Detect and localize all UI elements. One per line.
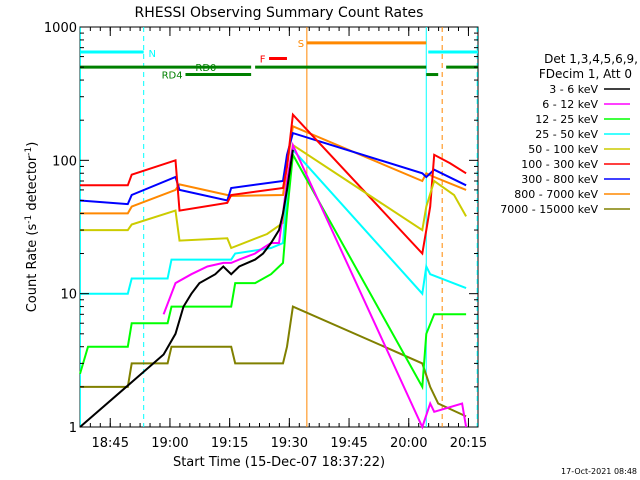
vertical-markers (79, 27, 478, 427)
legend-header-line-2: FDecim 1, Att 0 (539, 67, 632, 81)
series-line-300-800-kev (79, 131, 467, 206)
x-tick-label: 20:00 (390, 436, 427, 451)
series-line-7000-15000-kev (80, 305, 467, 418)
series-line-100-300-kev (80, 112, 467, 256)
legend-item-label: 3 - 6 keV (549, 83, 598, 96)
legend-item-label: 6 - 12 keV (542, 98, 598, 111)
x-tick-label: 19:30 (271, 436, 308, 451)
y-tick-label: 1000 (44, 21, 77, 36)
plot-area: N S F RD0 RD4 (79, 26, 479, 430)
flag-label-rd4: RD4 (162, 71, 183, 82)
series-layer (79, 112, 468, 430)
y-axis-label-sup2: -1 (24, 147, 34, 156)
series-line-12-25-kev (79, 151, 467, 391)
flag-label-n: N (148, 49, 155, 60)
legend-item-label: 50 - 100 keV (528, 143, 598, 156)
footer-date: 17-Oct-2021 08:48 (561, 467, 637, 476)
y-tick-label: 1 (69, 421, 77, 436)
flag-label-f: F (260, 55, 266, 66)
x-axis-label: Start Time (15-Dec-07 18:37:22) (173, 455, 385, 470)
flag-label-s: S (298, 39, 304, 50)
y-tick-label: 100 (52, 154, 77, 169)
chart-title: RHESSI Observing Summary Count Rates (135, 5, 424, 21)
x-tick-label: 19:45 (330, 436, 367, 451)
legend-header-line-1: Det 1,3,4,5,6,9, (544, 52, 638, 66)
legend-item-label: 300 - 800 keV (521, 173, 598, 186)
y-tick-label: 10 (60, 288, 77, 303)
y-axis: 1 10 100 1000 (44, 21, 478, 436)
series-line-25-50-kev (80, 147, 467, 296)
y-axis-label: Count Rate (s-1 detector-1) (24, 142, 40, 313)
legend-item-label: 800 - 7000 keV (514, 188, 598, 201)
legend-item-label: 25 - 50 keV (535, 128, 598, 141)
x-tick-label: 20:15 (450, 436, 487, 451)
y-axis-label-sup1: -1 (24, 215, 34, 224)
flag-label-rd0: RD0 (195, 63, 216, 74)
series-line-3-6-kev (79, 149, 294, 428)
x-tick-label: 19:00 (151, 436, 188, 451)
x-tick-label: 18:45 (92, 436, 129, 451)
y-axis-label-mid: detector (25, 155, 40, 215)
legend-item-label: 12 - 25 keV (535, 113, 598, 126)
series-line-800-7000-kev (80, 124, 467, 215)
flag-bars: N S F RD0 RD4 (80, 39, 478, 82)
legend-items: 3 - 6 keV 6 - 12 keV 12 - 25 keV 25 - 50 ke… (500, 83, 630, 216)
legend: Det 1,3,4,5,6,9, FDecim 1, Att 0 3 - 6 k… (500, 52, 638, 216)
x-axis: 18:45 19:00 19:15 19:30 19:45 20:00 20:15 (89, 27, 487, 451)
x-tick-label: 19:15 (211, 436, 248, 451)
y-axis-label-start: Count Rate (s (25, 224, 40, 313)
legend-item-label: 7000 - 15000 keV (500, 203, 598, 216)
series-line-50-100-kev (80, 143, 467, 250)
y-axis-label-end: ) (25, 142, 40, 147)
legend-item-label: 100 - 300 keV (521, 158, 598, 171)
